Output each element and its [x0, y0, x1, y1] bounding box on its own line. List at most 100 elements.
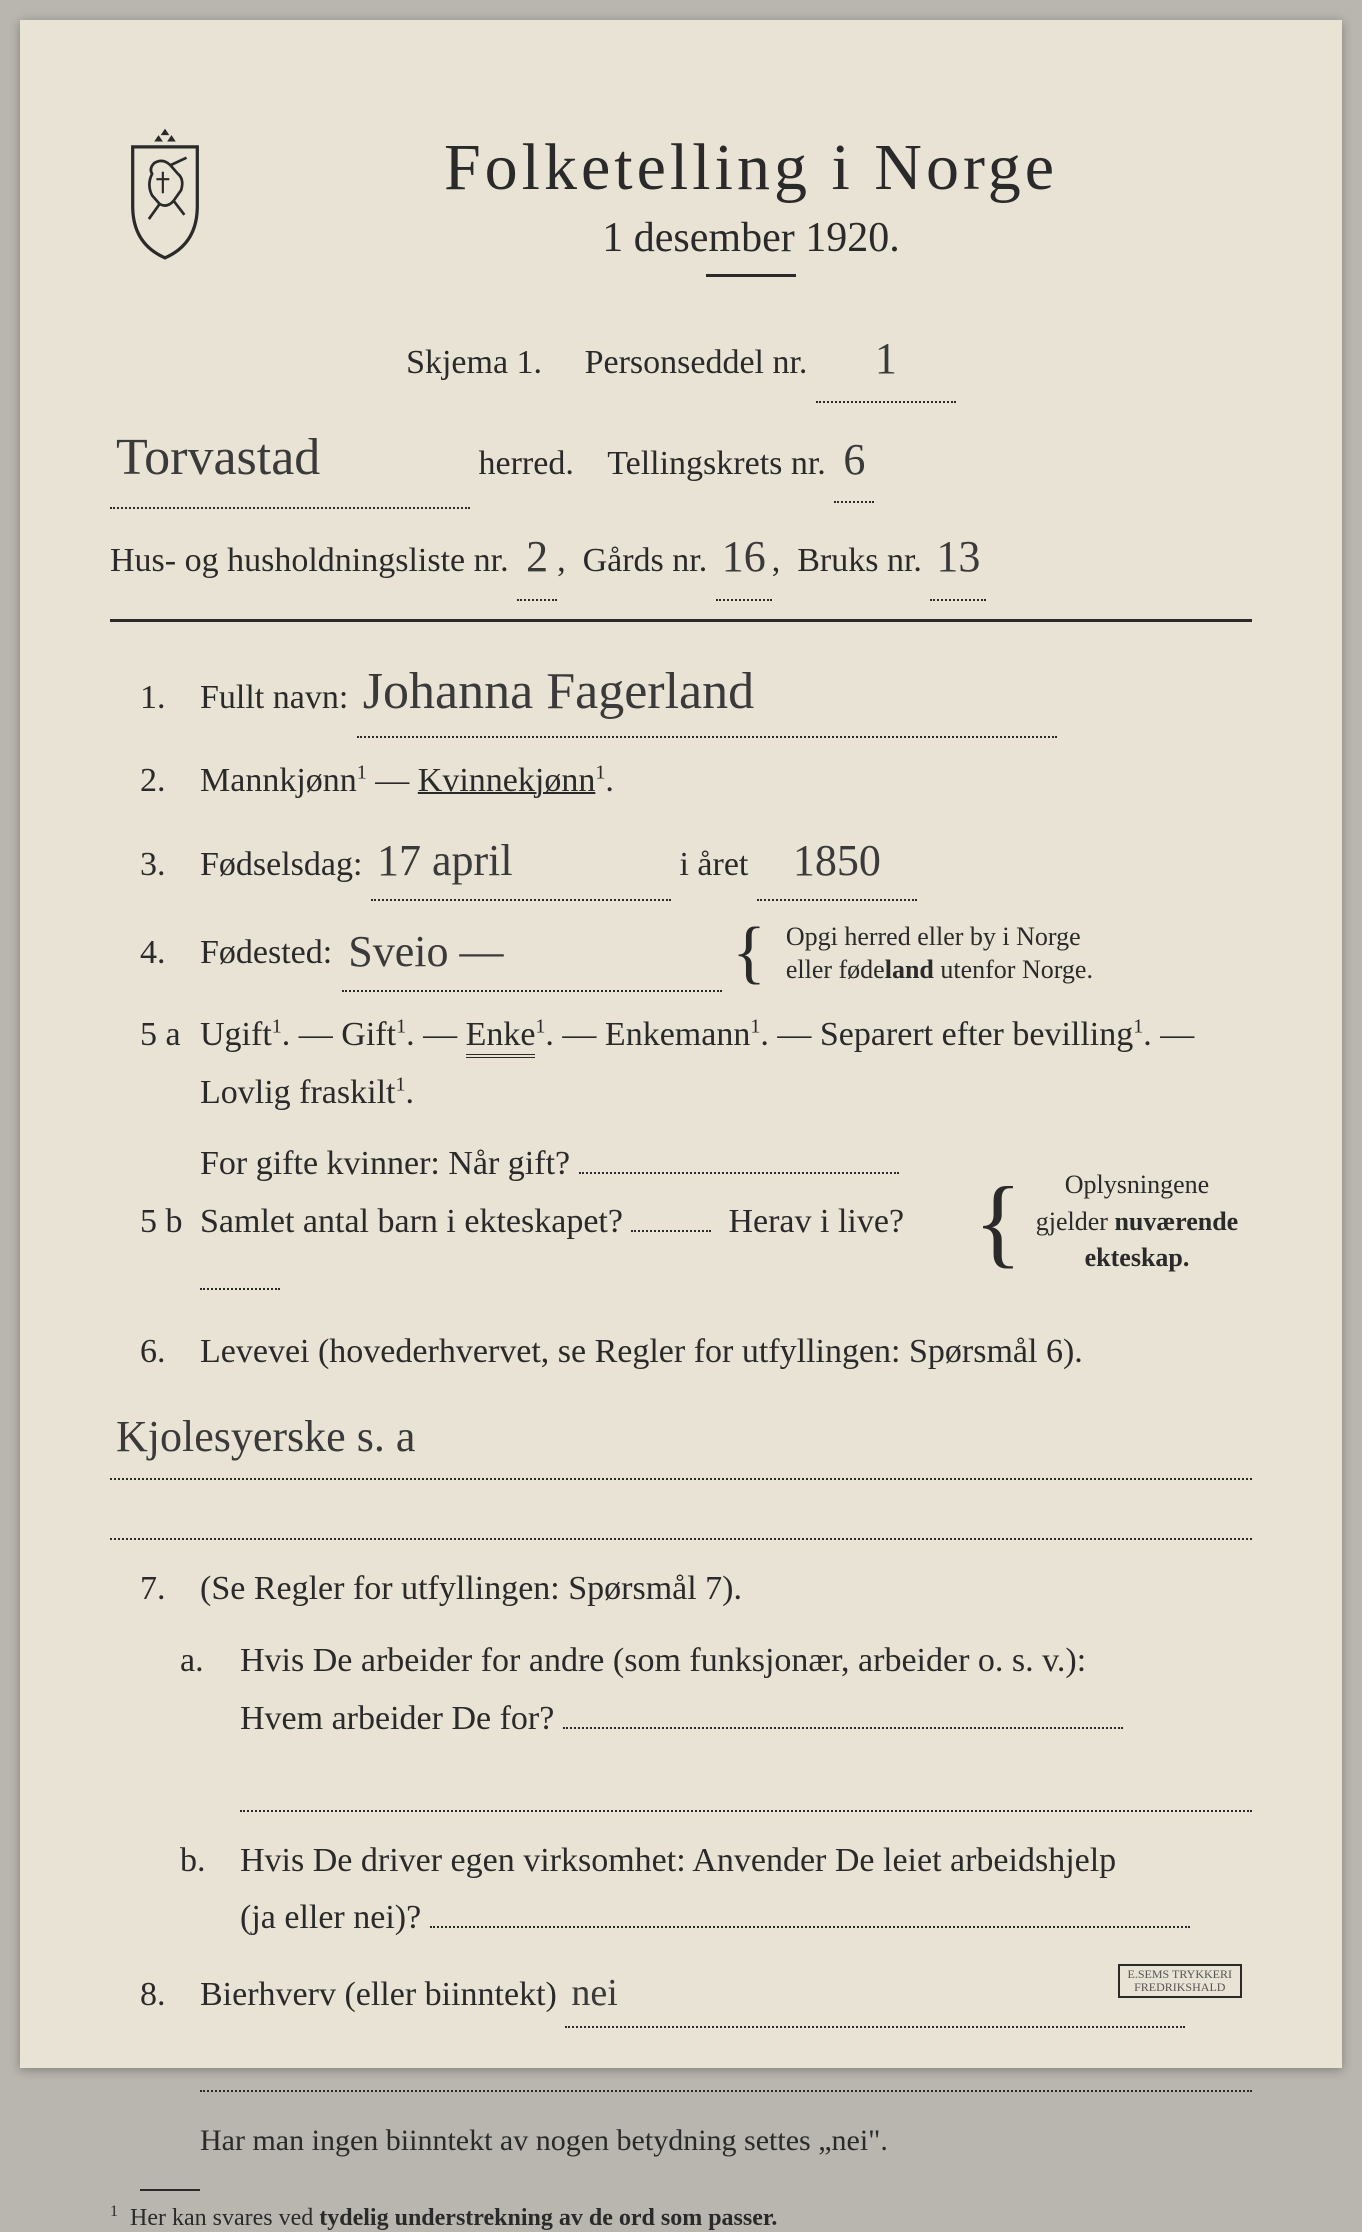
title-rule	[706, 274, 796, 277]
q6-num: 6.	[110, 1323, 200, 1381]
q7a-l2: Hvem arbeider De for?	[240, 1700, 554, 1737]
q5b-gift-field	[579, 1172, 899, 1174]
skjema-line: Skjema 1. Personseddel nr. 1	[110, 317, 1252, 403]
q6-content: Levevei (hovederhvervet, se Regler for u…	[200, 1323, 1252, 1381]
q2-content: Mannkjønn1 — Kvinnekjønn1.	[200, 752, 1252, 810]
q7a-field	[563, 1727, 1123, 1729]
q4-value: Sveio —	[348, 915, 503, 990]
herred-line: Torvastad herred. Tellingskrets nr. 6	[110, 409, 1252, 510]
q7a-content: Hvis De arbeider for andre (som funksjon…	[240, 1632, 1252, 1748]
q3-num: 3.	[110, 836, 200, 894]
q8-note: Har man ingen biinntekt av nogen betydni…	[110, 2112, 1252, 2169]
q3-year-label: i året	[679, 846, 748, 883]
personseddel-nr-field: 1	[816, 317, 956, 403]
q5a-fraskilt: Lovlig fraskilt	[200, 1074, 395, 1111]
q7b-content: Hvis De driver egen virksomhet: Anvender…	[240, 1832, 1252, 1948]
brace-icon: {	[974, 1182, 1022, 1262]
q8-field: nei	[565, 1961, 1185, 2028]
bruks-nr: 13	[936, 515, 980, 599]
q7b-row: b. Hvis De driver egen virksomhet: Anven…	[110, 1832, 1252, 1948]
q5a-row: 5 a Ugift1. — Gift1. — Enke1. — Enkemann…	[110, 1006, 1252, 1122]
q5a-enke: Enke	[466, 1016, 536, 1058]
tellingskrets-nr: 6	[843, 418, 865, 502]
q3-year-field: 1850	[757, 824, 917, 901]
q7b-l1: Hvis De driver egen virksomhet: Anvender…	[240, 1842, 1116, 1879]
q5a-gift: Gift	[341, 1016, 396, 1053]
q7b-num: b.	[110, 1832, 240, 1890]
q5b-label: For gifte kvinner: Når gift?	[200, 1145, 570, 1182]
q7a-blank-line	[240, 1762, 1252, 1812]
q1-row: 1. Fullt navn: Johanna Fagerland	[110, 648, 1252, 738]
skjema-label: Skjema 1.	[406, 344, 542, 381]
q2-num: 2.	[110, 752, 200, 810]
q7a-row: a. Hvis De arbeider for andre (som funks…	[110, 1632, 1252, 1748]
subtitle: 1 desember 1920.	[250, 214, 1252, 262]
bruks-label: Bruks nr.	[797, 542, 922, 579]
gards-nr: 16	[722, 515, 766, 599]
q8-content: Bierhverv (eller biinntekt) nei	[200, 1961, 1252, 2028]
q5b-row: 5 b For gifte kvinner: Når gift? Samlet …	[110, 1135, 1252, 1308]
hushold-label: Hus- og husholdningsliste nr.	[110, 542, 509, 579]
q7-label: (Se Regler for utfyllingen: Spørsmål 7).	[200, 1560, 1252, 1618]
gards-label: Gårds nr.	[583, 542, 708, 579]
tellingskrets-field: 6	[834, 418, 874, 504]
header-row: Folketelling i Norge 1 desember 1920.	[110, 120, 1252, 307]
q5b-left: For gifte kvinner: Når gift? Samlet anta…	[200, 1135, 974, 1308]
census-form-page: Folketelling i Norge 1 desember 1920. Sk…	[20, 20, 1342, 2068]
q6-row: 6. Levevei (hovederhvervet, se Regler fo…	[110, 1323, 1252, 1381]
q3-day-field: 17 april	[371, 824, 671, 901]
q3-year: 1850	[793, 824, 881, 899]
personseddel-label: Personseddel nr.	[585, 344, 808, 381]
footnote-rule	[140, 2189, 200, 2191]
q2-mann: Mannkjønn	[200, 762, 357, 799]
q1-content: Fullt navn: Johanna Fagerland	[200, 648, 1252, 738]
q7a-num: a.	[110, 1632, 240, 1690]
q5b-live-field	[200, 1288, 280, 1290]
q4-num: 4.	[110, 924, 200, 982]
q5b-barn-label: Samlet antal barn i ekteskapet?	[200, 1203, 623, 1240]
divider-heavy	[110, 619, 1252, 622]
printer-stamp: E.SEMS TRYKKERI FREDRIKSHALD	[1118, 1964, 1242, 1998]
q4-field: Sveio —	[342, 915, 722, 992]
q7-num: 7.	[110, 1560, 200, 1618]
q3-day: 17 april	[377, 824, 513, 899]
gards-field: 16	[716, 515, 772, 601]
q1-value: Johanna Fagerland	[363, 648, 754, 736]
q5b-note: Oplysningene gjelder nuværende ekteskap.	[1022, 1167, 1252, 1276]
coat-of-arms-icon	[110, 120, 220, 260]
herred-field: Torvastad	[110, 409, 470, 510]
q6-label: Levevei (hovederhvervet, se Regler for u…	[200, 1333, 1083, 1370]
hushold-line: Hus- og husholdningsliste nr. 2, Gårds n…	[110, 515, 1252, 601]
q6-value-line: Kjolesyerske s. a	[110, 1395, 1252, 1481]
q2-kvinne: Kvinnekjønn	[418, 762, 596, 799]
hushold-field: 2	[517, 515, 557, 601]
q8-value: nei	[571, 1961, 617, 2026]
q5a-num: 5 a	[110, 1006, 200, 1064]
q3-content: Fødselsdag: 17 april i året 1850	[200, 824, 1252, 901]
q6-field: Kjolesyerske s. a	[110, 1395, 1252, 1481]
q3-row: 3. Fødselsdag: 17 april i året 1850	[110, 824, 1252, 901]
herred-label: herred.	[479, 445, 574, 482]
q8-blank-line	[200, 2042, 1252, 2092]
q5b-num: 5 b	[110, 1193, 200, 1251]
q5b-live-label: Herav i live?	[728, 1203, 904, 1240]
q6-value: Kjolesyerske s. a	[116, 1395, 415, 1479]
hushold-nr: 2	[526, 515, 548, 599]
q1-label: Fullt navn:	[200, 679, 348, 716]
main-title: Folketelling i Norge	[250, 130, 1252, 206]
q5a-enkemann: Enkemann	[605, 1016, 750, 1053]
q5b-barn-field	[631, 1230, 711, 1232]
q8-row: 8. Bierhverv (eller biinntekt) nei	[110, 1961, 1252, 2028]
q4-note: Opgi herred eller by i Norge eller fødel…	[786, 920, 1093, 988]
tellingskrets-label: Tellingskrets nr.	[607, 445, 826, 482]
q7-row: 7. (Se Regler for utfyllingen: Spørsmål …	[110, 1560, 1252, 1618]
brace-icon: {	[732, 925, 766, 981]
q5a-content: Ugift1. — Gift1. — Enke1. — Enkemann1. —…	[200, 1006, 1252, 1122]
q7b-l2: (ja eller nei)?	[240, 1899, 421, 1936]
q8-label: Bierhverv (eller biinntekt)	[200, 1976, 557, 2013]
personseddel-nr: 1	[875, 317, 897, 401]
q4-label: Fødested:	[200, 924, 332, 982]
q7a-l1: Hvis De arbeider for andre (som funksjon…	[240, 1642, 1086, 1679]
q2-row: 2. Mannkjønn1 — Kvinnekjønn1.	[110, 752, 1252, 810]
q4-content: Fødested: Sveio — { Opgi herred eller by…	[200, 915, 1252, 992]
